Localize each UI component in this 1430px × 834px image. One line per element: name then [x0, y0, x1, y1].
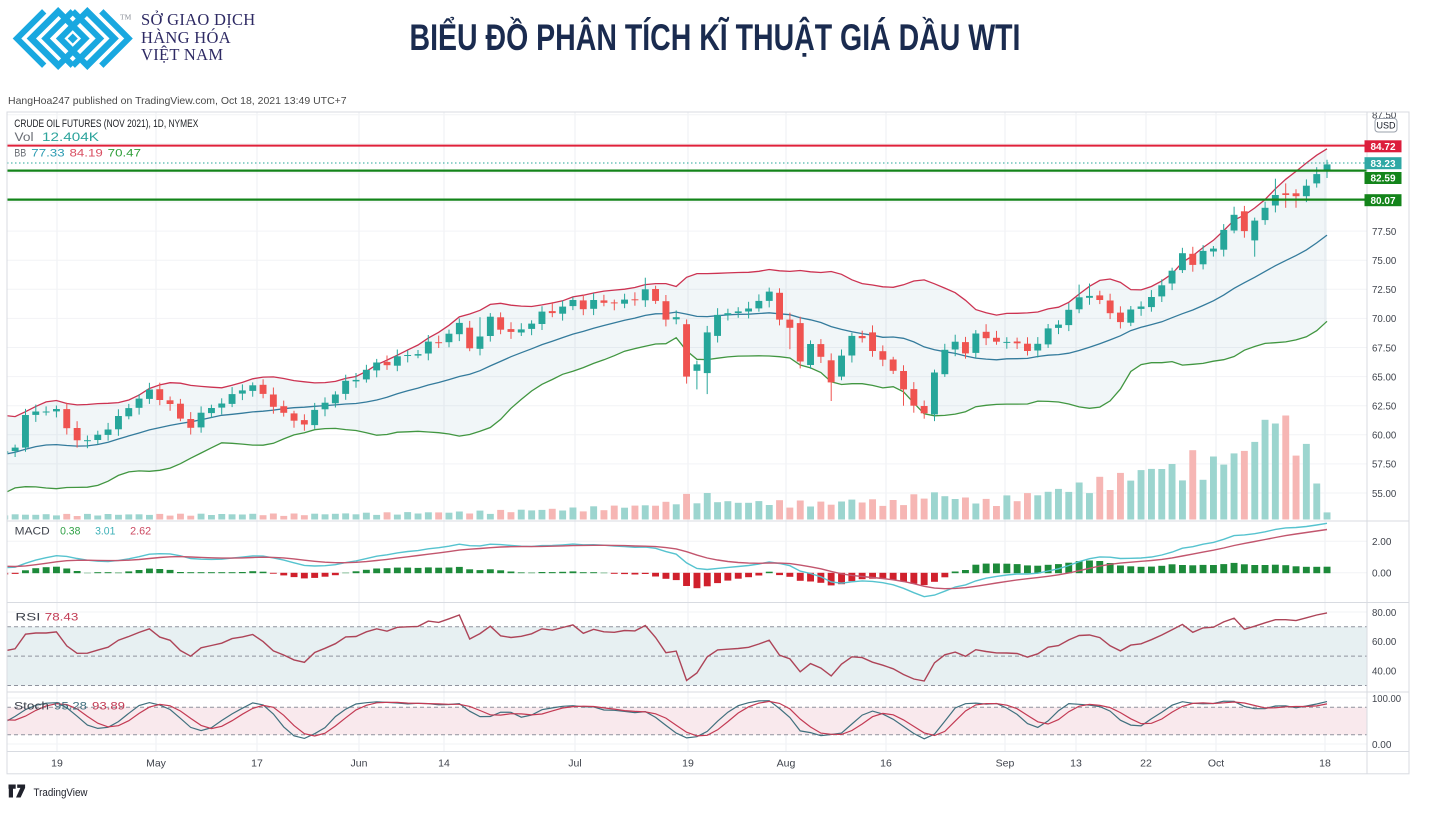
svg-text:57.50: 57.50: [1372, 459, 1396, 471]
svg-text:Sep: Sep: [996, 758, 1015, 770]
svg-text:Jun: Jun: [351, 758, 368, 770]
svg-text:Stoch: Stoch: [14, 701, 49, 713]
svg-text:100.00: 100.00: [1372, 693, 1401, 705]
svg-text:BB: BB: [14, 148, 26, 160]
svg-text:83.23: 83.23: [1370, 159, 1395, 170]
svg-text:84.72: 84.72: [1370, 142, 1395, 153]
svg-text:Vol: Vol: [15, 132, 34, 144]
svg-text:18: 18: [1319, 758, 1331, 770]
svg-text:17: 17: [251, 758, 263, 770]
svg-text:14: 14: [438, 758, 450, 770]
svg-text:80.00: 80.00: [1372, 607, 1396, 619]
svg-text:70.47: 70.47: [108, 148, 141, 160]
svg-text:19: 19: [682, 758, 694, 770]
svg-text:16: 16: [880, 758, 892, 770]
svg-text:3.01: 3.01: [95, 526, 115, 538]
svg-text:0.38: 0.38: [60, 526, 80, 538]
svg-text:95.28: 95.28: [54, 701, 87, 713]
svg-text:TradingView: TradingView: [34, 787, 88, 799]
svg-text:CRUDE OIL FUTURES (NOV 2021),: CRUDE OIL FUTURES (NOV 2021), 1D, NYMEX: [14, 118, 199, 130]
svg-text:72.50: 72.50: [1372, 284, 1396, 296]
svg-text:82.59: 82.59: [1370, 174, 1395, 185]
svg-text:67.50: 67.50: [1372, 342, 1396, 354]
svg-text:0.00: 0.00: [1372, 568, 1392, 580]
svg-text:70.00: 70.00: [1372, 313, 1396, 325]
svg-text:0.00: 0.00: [1372, 739, 1392, 751]
svg-text:May: May: [146, 758, 167, 770]
svg-text:Oct: Oct: [1208, 758, 1224, 770]
svg-text:13: 13: [1070, 758, 1082, 770]
svg-text:65.00: 65.00: [1372, 371, 1396, 383]
svg-text:12.404K: 12.404K: [42, 130, 99, 144]
svg-text:USD: USD: [1376, 120, 1396, 130]
svg-text:55.00: 55.00: [1372, 488, 1396, 500]
svg-text:75.00: 75.00: [1372, 255, 1396, 267]
svg-text:93.89: 93.89: [92, 701, 125, 713]
svg-text:62.50: 62.50: [1372, 401, 1396, 413]
svg-text:2.00: 2.00: [1372, 536, 1392, 548]
svg-text:77.50: 77.50: [1372, 226, 1396, 238]
svg-text:80.07: 80.07: [1370, 196, 1395, 207]
svg-text:77.33: 77.33: [31, 148, 64, 160]
svg-text:87.50: 87.50: [1372, 110, 1396, 122]
svg-text:60.00: 60.00: [1372, 636, 1396, 648]
svg-text:RSI: RSI: [15, 612, 40, 624]
svg-text:40.00: 40.00: [1372, 666, 1396, 678]
svg-text:Jul: Jul: [568, 758, 581, 770]
svg-text:78.43: 78.43: [45, 612, 79, 624]
svg-text:19: 19: [51, 758, 63, 770]
svg-text:22: 22: [1140, 758, 1152, 770]
svg-text:84.19: 84.19: [70, 148, 103, 160]
svg-text:TM: TM: [120, 13, 132, 22]
svg-text:Aug: Aug: [777, 758, 796, 770]
svg-text:MACD: MACD: [15, 526, 50, 538]
svg-text:60.00: 60.00: [1372, 430, 1396, 442]
svg-text:2.62: 2.62: [130, 526, 151, 538]
